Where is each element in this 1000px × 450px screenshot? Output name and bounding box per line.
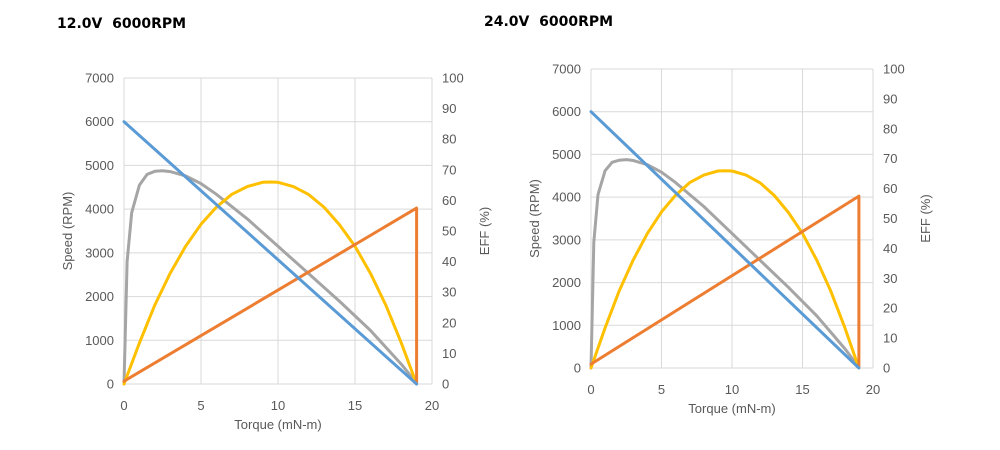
chart-2-plot: 0100020003000400050006000700001020304050… <box>527 62 933 417</box>
chart-1-title: 12.0V 6000RPM <box>57 16 187 32</box>
chart-1-y-tick-label: 7000 <box>85 71 114 86</box>
chart-1-y2-tick-label: 50 <box>442 224 456 239</box>
chart-2-x-tick-label: 15 <box>795 382 809 397</box>
chart-1-x-tick-label: 10 <box>271 398 285 413</box>
chart-2-y-tick-label: 1000 <box>552 318 581 333</box>
chart-1-current-line <box>122 206 419 384</box>
chart-2-x-tick-label: 0 <box>587 382 594 397</box>
chart-1-plot: 0100020003000400050006000700001020304050… <box>60 71 492 433</box>
chart-2-x-axis-title: Torque (mN-m) <box>688 401 775 416</box>
chart-2-y-tick-label: 6000 <box>552 104 581 119</box>
chart-1-output-curve <box>122 169 419 386</box>
chart-1-y2-tick-label: 60 <box>442 193 456 208</box>
chart-1-y2-tick-label: 90 <box>442 101 456 116</box>
chart-2-y-tick-label: 2000 <box>552 275 581 290</box>
chart-1-x-tick-label: 20 <box>425 398 439 413</box>
chart-1-y-tick-label: 0 <box>107 377 114 392</box>
chart-2-y2-tick-label: 0 <box>883 361 890 376</box>
chart-2-y2-tick-label: 80 <box>883 121 897 136</box>
chart-1-y2-tick-label: 30 <box>442 285 456 300</box>
chart-1-y-tick-label: 2000 <box>85 289 114 304</box>
chart-1-x-tick-label: 5 <box>197 398 204 413</box>
chart-1-y2-tick-label: 20 <box>442 315 456 330</box>
chart-1-x-tick-label: 15 <box>348 398 362 413</box>
chart-2-y-tick-label: 3000 <box>552 232 581 247</box>
chart-2-y-axis-title: Speed (RPM) <box>527 179 542 258</box>
chart-1-y-tick-label: 4000 <box>85 202 114 217</box>
chart-2-y2-axis-title: EFF (%) <box>918 194 933 242</box>
chart-2-x-tick-label: 5 <box>658 382 665 397</box>
chart-2-x-tick-label: 20 <box>866 382 880 397</box>
chart-1-y2-tick-label: 80 <box>442 132 456 147</box>
chart-2-y-tick-label: 7000 <box>552 62 581 77</box>
chart-1-y2-tick-label: 100 <box>442 71 464 86</box>
chart-1-y-tick-label: 3000 <box>85 245 114 260</box>
chart-2-y2-tick-label: 20 <box>883 301 897 316</box>
chart-2-y2-tick-label: 100 <box>883 62 905 77</box>
chart-1-y2-tick-label: 10 <box>442 346 456 361</box>
chart-2-y2-tick-label: 60 <box>883 181 897 196</box>
chart-2-y2-tick-label: 70 <box>883 151 897 166</box>
chart-2-output-curve <box>589 158 861 370</box>
chart-2-current-line <box>589 194 861 368</box>
chart-1-x-axis-title: Torque (mN-m) <box>234 417 321 432</box>
chart-1-y-tick-label: 6000 <box>85 114 114 129</box>
chart-1-efficiency-curve <box>122 180 419 386</box>
chart-2-y-tick-label: 4000 <box>552 190 581 205</box>
chart-1-speed-line <box>122 120 419 386</box>
chart-2-title: 24.0V 6000RPM <box>484 14 614 30</box>
chart-2-y-tick-label: 0 <box>574 361 581 376</box>
chart-2-y2-tick-label: 30 <box>883 271 897 286</box>
chart-1-x-tick-label: 0 <box>120 398 127 413</box>
chart-2-y2-tick-label: 10 <box>883 331 897 346</box>
chart-2-speed-line <box>589 110 861 370</box>
chart-2-y2-tick-label: 40 <box>883 241 897 256</box>
chart-1-y2-tick-label: 40 <box>442 254 456 269</box>
chart-2-efficiency-curve <box>589 169 861 370</box>
chart-2-y2-tick-label: 50 <box>883 211 897 226</box>
chart-1-y2-tick-label: 0 <box>442 377 449 392</box>
chart-1-y-axis-title: Speed (RPM) <box>60 192 75 271</box>
chart-1-y-tick-label: 5000 <box>85 158 114 173</box>
chart-1-y2-axis-title: EFF (%) <box>477 207 492 255</box>
chart-2-y2-tick-label: 90 <box>883 91 897 106</box>
chart-1-y2-tick-label: 70 <box>442 162 456 177</box>
chart-2-y-tick-label: 5000 <box>552 147 581 162</box>
chart-2-x-tick-label: 10 <box>725 382 739 397</box>
chart-1-y-tick-label: 1000 <box>85 333 114 348</box>
